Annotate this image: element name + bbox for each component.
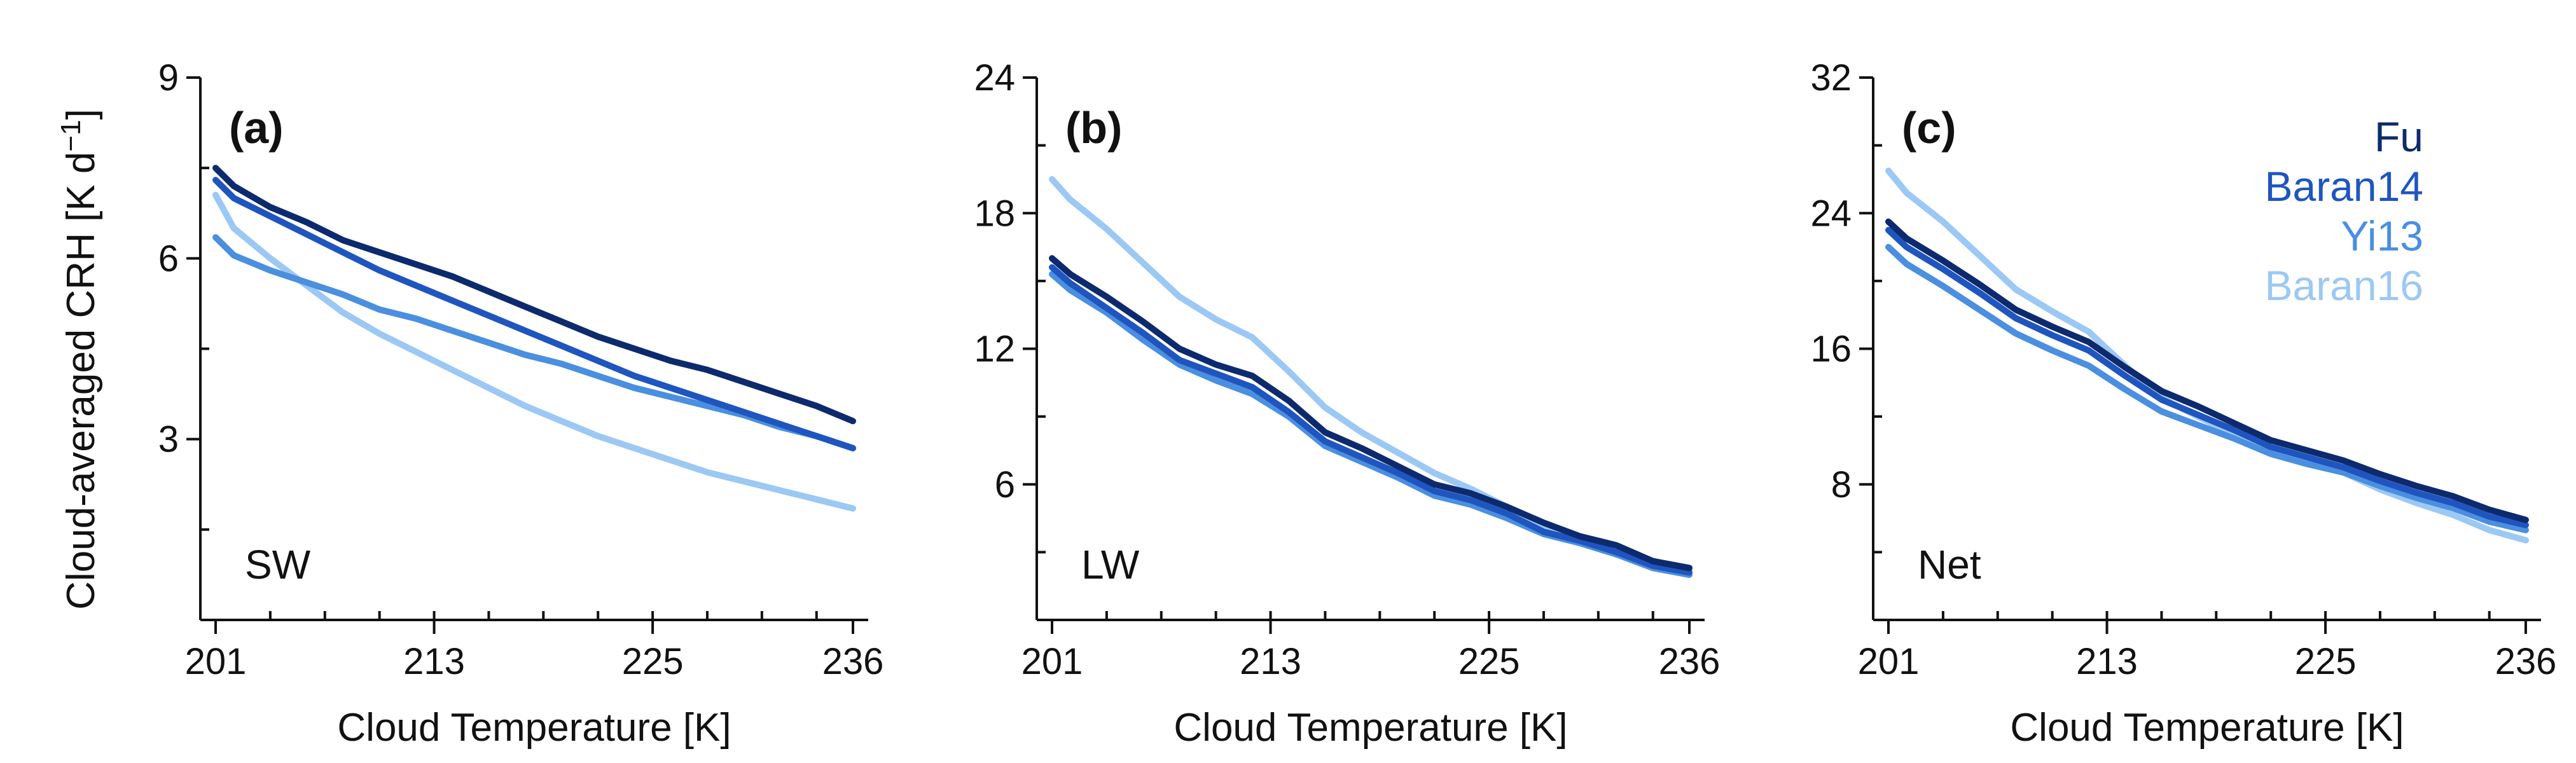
x-tick-label: 225 [1458, 641, 1520, 682]
x-tick-label: 201 [1021, 641, 1083, 682]
x-tick-label: 236 [822, 641, 884, 682]
panel-label: (a) [229, 103, 284, 153]
panel-1: 3 6 9 201 213 225 236 Cloud Temperature [K] (a) S… [158, 57, 884, 750]
series-line-fu [212, 165, 856, 425]
panel-annotation: SW [245, 542, 311, 588]
y-tick-label: 8 [1831, 464, 1852, 505]
panel-2: 6 12 18 24 201 213 225 236 Cloud Temperature [K]… [974, 57, 1720, 750]
x-tick-label: 213 [2076, 641, 2138, 682]
legend-entry-yi13: Yi13 [2341, 212, 2423, 259]
x-tick-label: 213 [403, 641, 465, 682]
y-tick-label: 24 [1810, 193, 1852, 234]
y-tick-label: 24 [974, 57, 1015, 99]
panel-3: 8 16 24 32 201 213 225 236 Cloud Temperature [K]… [1810, 57, 2556, 750]
series-line-baran16 [1885, 167, 2529, 544]
x-axis-label: Cloud Temperature [K] [337, 706, 731, 750]
x-tick-label: 213 [1240, 641, 1301, 682]
y-tick-label: 12 [974, 329, 1015, 370]
series-line-baran14 [212, 177, 856, 451]
legend-entry-baran16: Baran16 [2264, 262, 2423, 309]
panel-label: (c) [1902, 103, 1956, 153]
series-line-baran14 [1049, 264, 1693, 576]
x-axis-label: Cloud Temperature [K] [1174, 706, 1567, 750]
x-tick-label: 236 [2495, 641, 2557, 682]
x-tick-label: 225 [622, 641, 684, 682]
panel-annotation: Net [1918, 542, 1981, 588]
x-tick-label: 201 [1858, 641, 1920, 682]
y-tick-label: 9 [158, 57, 179, 99]
series-line-yi13 [1885, 244, 2529, 533]
series-line-baran16 [212, 191, 856, 512]
y-axis-label-main: Cloud-averaged CRH [K d [59, 152, 103, 610]
series-line-fu [1049, 255, 1693, 572]
y-axis-label: Cloud-averaged CRH [K d−1] [55, 109, 103, 610]
series-line-baran16 [1049, 175, 1693, 574]
y-tick-label: 16 [1810, 329, 1852, 370]
y-tick-label: 18 [974, 193, 1015, 234]
x-axis-label: Cloud Temperature [K] [2010, 706, 2404, 750]
y-axis-label-exponent: −1 [55, 120, 87, 151]
series-line-fu [1885, 218, 2529, 523]
y-tick-label: 6 [995, 464, 1015, 505]
y-tick-label: 32 [1810, 57, 1852, 99]
series-line-baran14 [1885, 226, 2529, 528]
legend-entry-fu: Fu [2374, 113, 2423, 160]
y-tick-label: 6 [158, 238, 179, 279]
y-tick-label: 3 [158, 419, 179, 460]
panels: 3 6 9 201 213 225 236 Cloud Temperature [K] (a) S… [158, 57, 2557, 750]
x-tick-label: 201 [185, 641, 247, 682]
series-line-yi13 [1049, 271, 1693, 578]
y-axis-label-close: ] [59, 109, 103, 120]
x-tick-label: 225 [2295, 641, 2357, 682]
legend-entry-baran14: Baran14 [2264, 163, 2423, 210]
panel-annotation: LW [1081, 542, 1140, 588]
x-tick-label: 236 [1659, 641, 1721, 682]
panel-label: (b) [1065, 103, 1122, 153]
